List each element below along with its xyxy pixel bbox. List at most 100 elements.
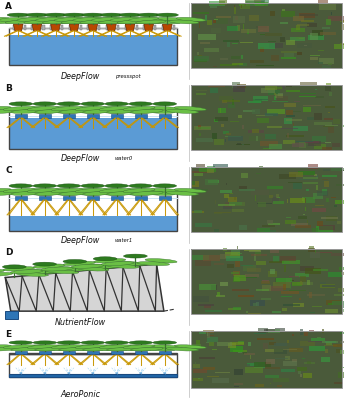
Bar (316, 185, 319, 190)
Polygon shape (5, 264, 164, 311)
Ellipse shape (70, 109, 103, 113)
Ellipse shape (76, 267, 109, 271)
Bar (233, 307, 241, 310)
Bar (258, 202, 266, 207)
Ellipse shape (24, 269, 56, 274)
Bar (322, 147, 332, 150)
Bar (286, 84, 292, 87)
Bar (245, 274, 259, 277)
Ellipse shape (24, 20, 54, 24)
Ellipse shape (115, 373, 118, 374)
Bar (296, 37, 303, 39)
Bar (269, 342, 276, 345)
Bar (265, 32, 282, 36)
Bar (305, 206, 306, 211)
Bar (309, 330, 313, 332)
Bar (196, 93, 206, 95)
Text: C: C (5, 166, 12, 176)
Bar (310, 57, 318, 60)
Bar (248, 130, 264, 133)
Bar (233, 350, 247, 352)
Ellipse shape (63, 13, 85, 17)
Bar (293, 126, 309, 130)
Bar (318, 50, 324, 51)
Ellipse shape (174, 106, 206, 111)
Bar (334, 205, 337, 207)
Bar (325, 86, 331, 90)
Bar (334, 294, 344, 296)
Bar (245, 0, 261, 5)
Bar (244, 352, 247, 354)
Ellipse shape (99, 345, 131, 349)
Bar (194, 126, 211, 130)
Ellipse shape (118, 348, 151, 351)
Bar (227, 26, 238, 31)
Bar (210, 88, 218, 93)
Bar (191, 171, 209, 173)
Ellipse shape (107, 348, 139, 351)
Bar (265, 362, 270, 364)
Ellipse shape (110, 17, 140, 21)
Bar (291, 28, 305, 32)
Bar (338, 267, 344, 270)
Bar (271, 55, 279, 61)
Ellipse shape (75, 20, 106, 24)
Ellipse shape (105, 341, 129, 344)
Bar (223, 40, 239, 42)
Bar (213, 20, 216, 23)
Bar (222, 100, 227, 103)
Bar (298, 172, 315, 175)
Bar (253, 303, 257, 306)
Ellipse shape (99, 106, 131, 111)
Bar (214, 19, 218, 20)
Ellipse shape (163, 373, 166, 374)
Ellipse shape (2, 265, 26, 269)
Bar (283, 103, 296, 107)
Ellipse shape (7, 13, 29, 17)
Bar (299, 38, 304, 39)
Bar (159, 351, 171, 354)
Bar (265, 375, 279, 378)
Ellipse shape (57, 184, 80, 188)
Bar (314, 144, 326, 149)
Ellipse shape (78, 188, 110, 193)
Bar (342, 309, 344, 312)
Bar (279, 174, 296, 180)
Bar (207, 169, 214, 173)
Bar (234, 386, 239, 387)
Bar (331, 12, 332, 15)
Bar (269, 195, 273, 198)
Bar (314, 122, 332, 126)
Bar (194, 173, 203, 176)
Bar (330, 92, 332, 96)
Bar (195, 362, 196, 365)
Bar (111, 114, 123, 118)
Bar (31, 25, 33, 30)
Bar (325, 106, 335, 108)
Ellipse shape (0, 20, 17, 24)
Polygon shape (144, 24, 153, 31)
Bar (229, 193, 233, 194)
Ellipse shape (51, 106, 83, 111)
Text: DeepFlow: DeepFlow (61, 236, 100, 245)
Bar (13, 25, 15, 30)
Bar (238, 115, 242, 118)
Bar (206, 191, 222, 192)
Bar (275, 96, 276, 100)
Bar (328, 127, 334, 133)
Bar (230, 346, 243, 352)
Bar (340, 332, 344, 334)
Bar (208, 180, 219, 183)
Bar (214, 18, 228, 24)
Bar (307, 220, 308, 226)
Ellipse shape (115, 261, 147, 266)
Ellipse shape (107, 264, 139, 268)
Bar (298, 371, 301, 374)
Bar (267, 220, 273, 224)
Ellipse shape (3, 267, 35, 271)
Bar (233, 277, 239, 282)
Bar (239, 3, 244, 6)
Bar (283, 284, 286, 290)
Bar (226, 133, 231, 135)
Bar (238, 352, 241, 353)
